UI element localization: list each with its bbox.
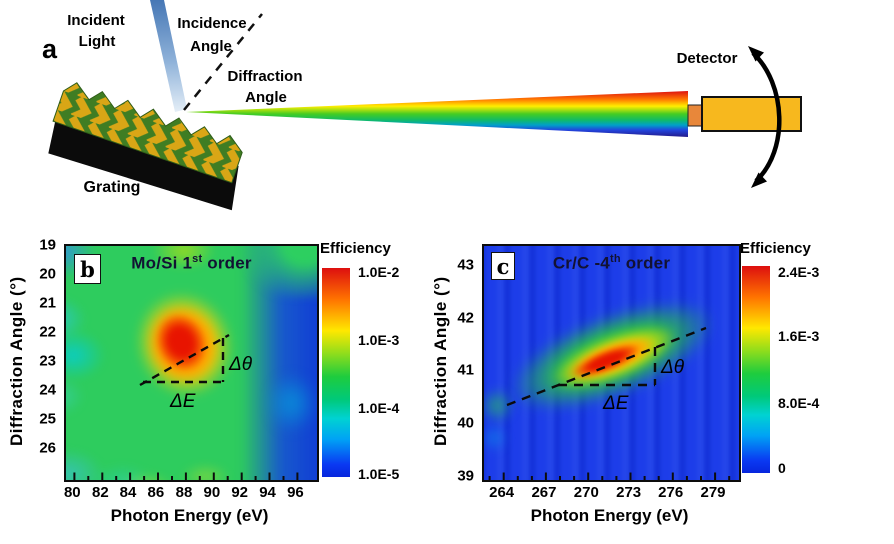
ytick: 22 bbox=[39, 323, 56, 341]
colorbar-tick: 1.0E-4 bbox=[358, 400, 400, 416]
ytick: 24 bbox=[39, 381, 56, 399]
xtick: 279 bbox=[700, 484, 726, 501]
x-axis-minor-ticks bbox=[488, 476, 731, 480]
panel-c-xtick-labels: 264 267 270 273 276 279 bbox=[482, 484, 737, 502]
grating-label: Grating bbox=[84, 179, 141, 196]
x-axis-major-ticks bbox=[73, 472, 299, 480]
delta-theta-label: Δθ bbox=[228, 354, 253, 375]
y-axis-major-ticks bbox=[482, 267, 484, 478]
panel-c-letter: c bbox=[491, 252, 515, 280]
panel-c-title: Cr/C -4th order bbox=[484, 253, 739, 274]
heatmap-cr-c: Δθ ΔE Cr/C -4th order c bbox=[482, 244, 741, 482]
diffraction-angle-label-line2: Angle bbox=[245, 89, 287, 106]
x-axis-minor-ticks bbox=[87, 476, 285, 480]
ytick: 20 bbox=[39, 265, 56, 283]
xtick: 88 bbox=[175, 484, 193, 501]
colorbar-tick: 2.4E-3 bbox=[778, 264, 820, 280]
incident-beam bbox=[150, 0, 187, 112]
xtick: 84 bbox=[119, 484, 137, 501]
colorbar-tick: 1.0E-3 bbox=[358, 332, 400, 348]
ytick: 19 bbox=[39, 236, 56, 254]
delta-theta-label: Δθ bbox=[660, 357, 685, 378]
detector-rotation-arrow bbox=[748, 46, 782, 188]
colorbar-tick: 1.0E-5 bbox=[358, 466, 400, 482]
ytick: 23 bbox=[39, 352, 56, 370]
colorbar-tick: 1.0E-2 bbox=[358, 264, 400, 280]
xtick: 90 bbox=[203, 484, 221, 501]
ytick: 41 bbox=[457, 361, 474, 379]
ridge-dashed-line bbox=[139, 333, 230, 387]
y-axis-minor-ticks bbox=[64, 262, 66, 465]
panel-b-annotations: Δθ ΔE bbox=[64, 247, 299, 480]
panel-c-colorbar-title: Efficiency bbox=[740, 240, 811, 257]
xtick: 92 bbox=[231, 484, 249, 501]
panel-b-colorbar-title: Efficiency bbox=[320, 240, 391, 257]
xtick: 94 bbox=[259, 484, 276, 501]
panel-b-ytick-labels: 19 20 21 22 23 24 25 26 bbox=[34, 237, 60, 478]
diffracted-beam bbox=[186, 91, 688, 137]
diffraction-angle-label-line1: Diffraction bbox=[228, 68, 303, 85]
xtick: 82 bbox=[92, 484, 109, 501]
panel-b-colorbar bbox=[322, 268, 350, 477]
xtick: 86 bbox=[147, 484, 165, 501]
grating-normal-dashed-line bbox=[183, 13, 263, 111]
panel-c-ylabel: Diffraction Angle (°) bbox=[431, 276, 450, 446]
x-axis-major-ticks bbox=[502, 472, 717, 480]
panel-b-title-sup: st bbox=[192, 253, 203, 265]
panel-b-letter: b bbox=[74, 254, 101, 284]
detector-label: Detector bbox=[677, 50, 738, 67]
ytick: 42 bbox=[457, 309, 474, 327]
incidence-angle-label-line1: Incidence bbox=[177, 15, 246, 32]
ytick: 39 bbox=[457, 467, 474, 485]
y-axis-major-ticks bbox=[64, 247, 66, 450]
panel-c-title-pre: Cr/C -4 bbox=[552, 253, 610, 273]
y-axis-minor-ticks bbox=[482, 293, 484, 451]
ytick: 25 bbox=[39, 410, 56, 428]
colorbar-tick: 1.6E-3 bbox=[778, 328, 820, 344]
panel-b-xlabel: Photon Energy (eV) bbox=[110, 506, 269, 525]
panel-a-schematic: a Incident Light Incidence Angle Diffrac… bbox=[42, 0, 802, 211]
xtick: 270 bbox=[573, 484, 599, 501]
panel-c-title-sup: th bbox=[609, 253, 621, 265]
panel-b-title: Mo/Si 1st order bbox=[66, 253, 317, 274]
heatmap-mo-si: Δθ ΔE Mo/Si 1st order b bbox=[64, 244, 319, 482]
ytick: 40 bbox=[457, 414, 474, 432]
xtick: 267 bbox=[531, 484, 557, 501]
detector-connector bbox=[687, 104, 703, 127]
incident-light-label-line2: Light bbox=[79, 33, 116, 50]
xtick: 96 bbox=[287, 484, 304, 501]
panel-c-ytick-labels: 43 42 41 40 39 bbox=[452, 244, 478, 485]
delta-e-label: ΔE bbox=[169, 391, 196, 412]
panel-c-xlabel: Photon Energy (eV) bbox=[530, 506, 689, 525]
colorbar-tick: 8.0E-4 bbox=[778, 395, 820, 411]
grating-graphic bbox=[48, 82, 243, 211]
ytick: 26 bbox=[39, 439, 56, 457]
panel-b-title-pre: Mo/Si 1 bbox=[131, 253, 193, 273]
ytick: 21 bbox=[39, 294, 56, 312]
panel-b-title-post: order bbox=[202, 253, 252, 273]
xtick: 264 bbox=[489, 484, 515, 501]
xtick: 273 bbox=[616, 484, 642, 501]
detector-body bbox=[701, 96, 802, 132]
panel-c-title-post: order bbox=[620, 253, 671, 273]
colorbar-tick: 0 bbox=[778, 460, 786, 476]
incident-light-label-line1: Incident bbox=[67, 12, 125, 29]
panel-c-annotations: Δθ ΔE bbox=[482, 267, 731, 480]
ytick: 43 bbox=[457, 256, 474, 274]
ridge-dashed-line bbox=[506, 326, 707, 407]
panel-a-letter: a bbox=[42, 34, 58, 64]
delta-e-label: ΔE bbox=[602, 393, 629, 414]
xtick: 276 bbox=[658, 484, 684, 501]
incidence-angle-label-line2: Angle bbox=[190, 38, 232, 55]
xtick: 80 bbox=[63, 484, 81, 501]
panel-b-xtick-labels: 80 82 84 86 88 90 92 94 96 bbox=[64, 484, 315, 502]
panel-b-ylabel: Diffraction Angle (°) bbox=[7, 276, 26, 446]
panel-c-colorbar bbox=[742, 266, 770, 473]
